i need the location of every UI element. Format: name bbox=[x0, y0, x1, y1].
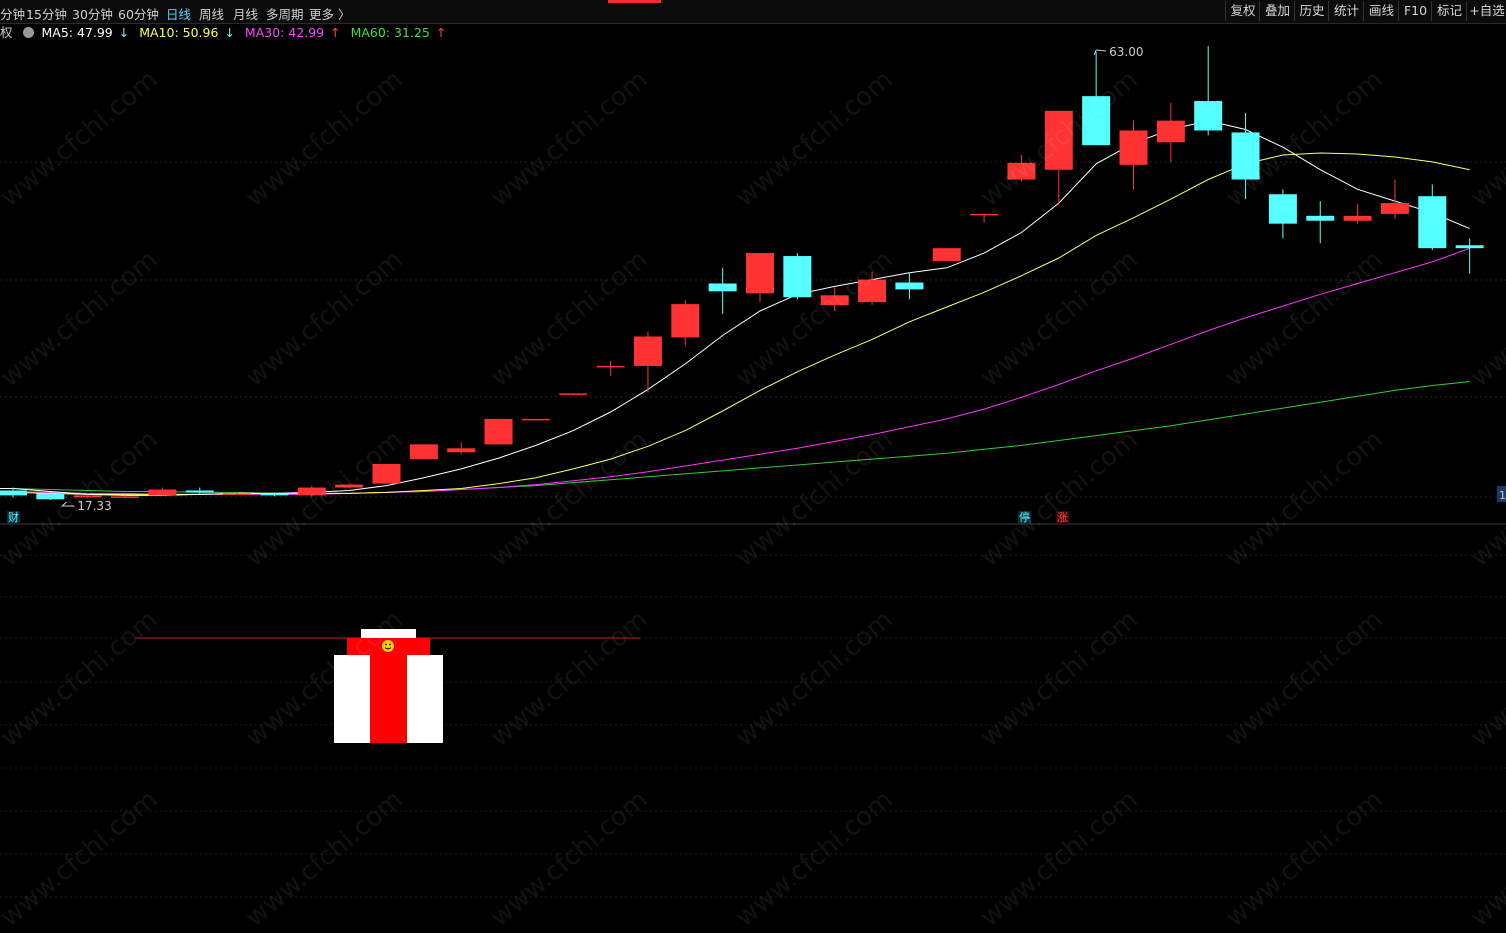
candle-body-35 bbox=[1306, 215, 1335, 221]
candle-body-2 bbox=[73, 495, 102, 498]
tool-button-7[interactable]: +自选 bbox=[1466, 1, 1506, 21]
candle-body-12 bbox=[447, 448, 476, 453]
ma30-value: MA30: 42.99 ↑ bbox=[244, 25, 341, 40]
settings-icon[interactable] bbox=[22, 27, 34, 38]
candle-body-16 bbox=[596, 365, 625, 368]
active-accent-bar bbox=[608, 0, 661, 3]
candle-body-26 bbox=[970, 213, 999, 216]
period-tab-6[interactable]: 月线 bbox=[233, 7, 259, 22]
ma10-line bbox=[0, 152, 1470, 495]
ma10-value: MA10: 50.96 ↓ bbox=[139, 25, 235, 40]
event-marker-1[interactable]: 停 bbox=[1018, 511, 1031, 524]
event-marker-0[interactable]: 财 bbox=[7, 511, 20, 524]
candle-body-31 bbox=[1156, 120, 1185, 143]
candle-body-11 bbox=[409, 444, 438, 460]
candle-body-5 bbox=[185, 490, 214, 493]
ma60-value: MA60: 31.25 ↑ bbox=[350, 25, 447, 40]
candle-body-23 bbox=[858, 279, 887, 303]
candle-body-38 bbox=[1418, 196, 1447, 249]
high-marker bbox=[1093, 49, 1107, 56]
period-tab-5[interactable]: 周线 bbox=[199, 7, 225, 22]
candle-body-0 bbox=[0, 490, 27, 496]
candle-body-30 bbox=[1119, 130, 1148, 165]
candle-body-13 bbox=[484, 418, 513, 445]
period-tab-2[interactable]: 30分钟 bbox=[72, 7, 113, 22]
right-edge-label: 1 bbox=[1499, 489, 1506, 502]
smiley-eye-left bbox=[385, 643, 387, 646]
candle-body-32 bbox=[1194, 101, 1223, 131]
tool-button-4[interactable]: 画线 bbox=[1363, 1, 1399, 21]
candle-body-17 bbox=[633, 336, 662, 366]
candle-body-9 bbox=[335, 484, 364, 488]
tool-button-6[interactable]: 标记 bbox=[1431, 1, 1467, 21]
candle-body-34 bbox=[1268, 194, 1297, 224]
gift-ribbon bbox=[370, 655, 407, 743]
candle-body-10 bbox=[372, 463, 401, 484]
period-tab-1[interactable]: 15分钟 bbox=[26, 7, 67, 22]
candle-body-6 bbox=[223, 493, 252, 495]
adjust-label[interactable]: 权 bbox=[0, 25, 13, 40]
candle-body-37 bbox=[1380, 203, 1409, 214]
candle-body-24 bbox=[895, 282, 924, 290]
gift-top bbox=[361, 629, 416, 638]
candle-body-25 bbox=[932, 248, 961, 261]
tool-button-5[interactable]: F10 bbox=[1398, 1, 1432, 21]
smiley-mouth bbox=[384, 647, 392, 650]
candle-body-19 bbox=[708, 283, 737, 292]
candle-body-21 bbox=[783, 256, 812, 298]
candle-body-1 bbox=[36, 493, 65, 500]
period-tab-8[interactable]: 更多 〉 bbox=[309, 7, 351, 22]
candle-body-29 bbox=[1082, 96, 1111, 146]
candle-body-4 bbox=[148, 489, 177, 496]
high-price-label: 63.00 bbox=[1109, 45, 1143, 59]
candle-body-27 bbox=[1007, 162, 1036, 180]
ma-legend: 权 MA5: 47.99 ↓ MA10: 50.96 ↓ MA30: 42.99 ↑ … bbox=[0, 24, 452, 42]
candle-body-3 bbox=[111, 496, 140, 498]
smiley-icon bbox=[382, 640, 394, 652]
candle-body-33 bbox=[1231, 132, 1260, 180]
low-marker bbox=[61, 501, 75, 507]
period-tab-3[interactable]: 60分钟 bbox=[118, 7, 159, 22]
candle-body-14 bbox=[521, 418, 550, 421]
candle-body-36 bbox=[1343, 215, 1372, 221]
candle-body-39 bbox=[1455, 245, 1484, 249]
candle-body-18 bbox=[671, 304, 700, 338]
tool-button-1[interactable]: 叠加 bbox=[1259, 1, 1295, 21]
period-tab-4[interactable]: 日线 bbox=[166, 7, 192, 22]
low-price-label: 17.33 bbox=[77, 499, 111, 513]
candle-body-8 bbox=[297, 487, 326, 496]
ma60-line bbox=[0, 381, 1470, 494]
tool-button-3[interactable]: 统计 bbox=[1328, 1, 1364, 21]
candle-body-22 bbox=[820, 295, 849, 306]
tool-button-2[interactable]: 历史 bbox=[1294, 1, 1329, 21]
smiley-eye-right bbox=[389, 643, 391, 646]
right-edge-box bbox=[1497, 486, 1506, 502]
candle-body-20 bbox=[746, 253, 774, 294]
period-tab-7[interactable]: 多周期 bbox=[266, 7, 304, 22]
ma5-value: MA5: 47.99 ↓ bbox=[41, 25, 130, 40]
tool-button-0[interactable]: 复权 bbox=[1225, 1, 1260, 21]
event-marker-2[interactable]: 涨 bbox=[1056, 511, 1069, 524]
candle-body-15 bbox=[559, 393, 588, 395]
period-tab-0[interactable]: 分钟 bbox=[0, 7, 26, 22]
candle-body-7 bbox=[260, 493, 289, 496]
candle-body-28 bbox=[1044, 110, 1073, 170]
period-toolbar: 分钟 15分钟 30分钟 60分钟 日线 周线 月线 多周期 更多 〉 复权 叠加 历史 统计 画线 F1… bbox=[0, 0, 1506, 24]
